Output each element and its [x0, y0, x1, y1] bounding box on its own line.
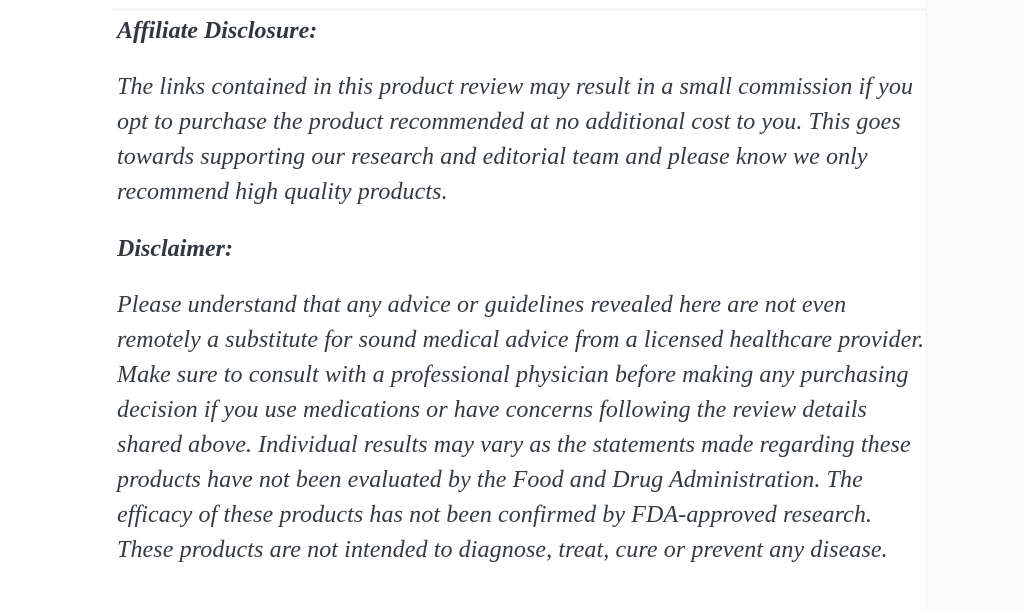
- disclaimer-heading: Disclaimer:: [117, 236, 233, 262]
- disclaimer-paragraph: Please understand that any advice or gui…: [117, 292, 925, 563]
- affiliate-disclosure-paragraph: The links contained in this product revi…: [117, 74, 914, 205]
- content-card-right-edge: [926, 0, 1024, 610]
- affiliate-disclosure-heading: Affiliate Disclosure:: [117, 18, 318, 44]
- affiliate-disclosure-section: Affiliate Disclosure: The links containe…: [117, 14, 925, 210]
- top-divider: [112, 8, 926, 11]
- disclaimer-section: Disclaimer: Please understand that any a…: [117, 232, 925, 568]
- article-text-block: Affiliate Disclosure: The links containe…: [117, 14, 925, 590]
